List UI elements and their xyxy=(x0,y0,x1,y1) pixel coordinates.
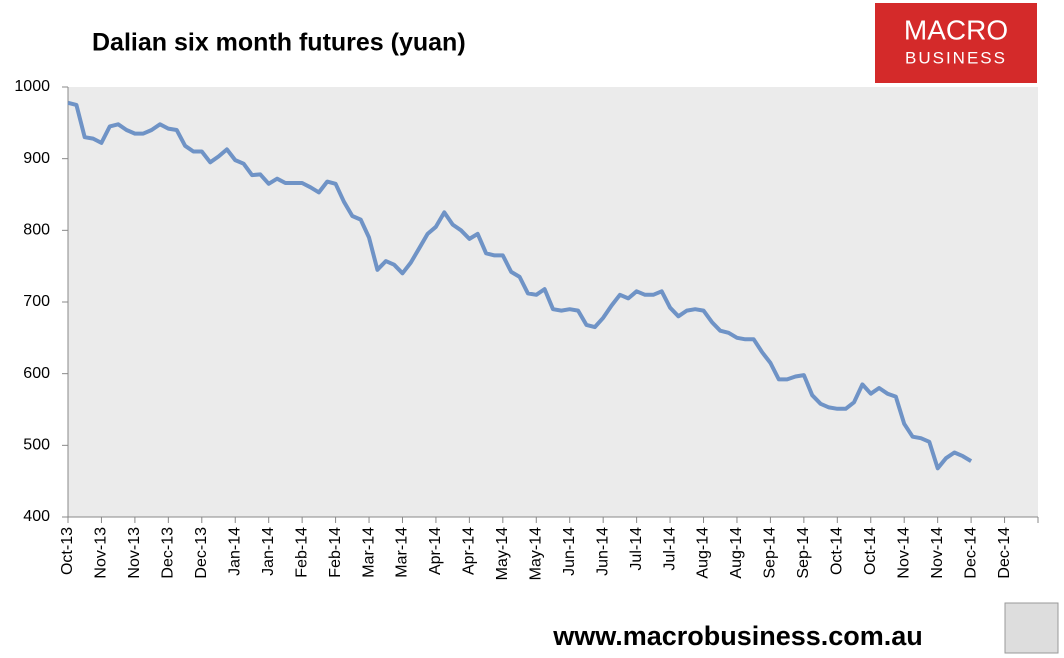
chart-title: Dalian six month futures (yuan) xyxy=(92,29,466,57)
x-tick-label: Nov-13 xyxy=(126,527,143,579)
y-tick-label: 900 xyxy=(23,150,50,167)
y-tick-label: 1000 xyxy=(14,78,50,95)
logo-text: MACRO xyxy=(904,14,1008,45)
y-tick-label: 700 xyxy=(23,293,50,310)
y-tick-label: 500 xyxy=(23,437,50,454)
x-tick-label: Oct-14 xyxy=(862,527,879,575)
y-tick-label: 800 xyxy=(23,222,50,239)
x-tick-label: Aug-14 xyxy=(695,527,712,579)
x-tick-label: Nov-13 xyxy=(93,527,110,579)
y-tick-label: 400 xyxy=(23,508,50,525)
x-tick-label: Apr-14 xyxy=(461,527,478,575)
x-tick-label: Dec-14 xyxy=(996,527,1013,579)
x-tick-label: Jun-14 xyxy=(561,527,578,576)
x-tick-label: Nov-14 xyxy=(895,527,912,579)
logo-text: BUSINESS xyxy=(905,48,1007,67)
x-tick-label: Sep-14 xyxy=(795,527,812,579)
x-tick-label: Mar-14 xyxy=(360,527,377,578)
x-tick-label: Jan-14 xyxy=(260,527,277,576)
x-tick-label: Dec-13 xyxy=(193,527,210,579)
data-line xyxy=(67,100,973,471)
y-tick-label: 600 xyxy=(23,365,50,382)
x-tick-label: Feb-14 xyxy=(293,527,310,578)
x-tick-label: Oct-14 xyxy=(829,527,846,575)
x-tick-label: Nov-14 xyxy=(929,527,946,579)
logo-box xyxy=(875,3,1037,83)
x-tick-label: Aug-14 xyxy=(728,527,745,579)
x-tick-label: Dec-14 xyxy=(962,527,979,579)
x-tick-label: Jul-14 xyxy=(628,527,645,571)
x-tick-label: Jul-14 xyxy=(661,527,678,571)
x-tick-label: Apr-14 xyxy=(427,527,444,575)
x-tick-label: Jan-14 xyxy=(226,527,243,576)
x-tick-label: Oct-13 xyxy=(59,527,76,575)
logo: MACRO BUSINESS xyxy=(875,3,1037,83)
x-tick-label: Mar-14 xyxy=(394,527,411,578)
x-tick-label: Dec-13 xyxy=(160,527,177,579)
fox-icon xyxy=(1004,602,1059,654)
x-tick-label: May-14 xyxy=(494,527,511,580)
plot-area xyxy=(68,87,1038,517)
footer-url: www.macrobusiness.com.au xyxy=(552,621,923,651)
x-tick-label: May-14 xyxy=(527,527,544,580)
x-tick-label: Sep-14 xyxy=(762,527,779,579)
x-tick-label: Jun-14 xyxy=(594,527,611,576)
x-tick-label: Feb-14 xyxy=(327,527,344,578)
